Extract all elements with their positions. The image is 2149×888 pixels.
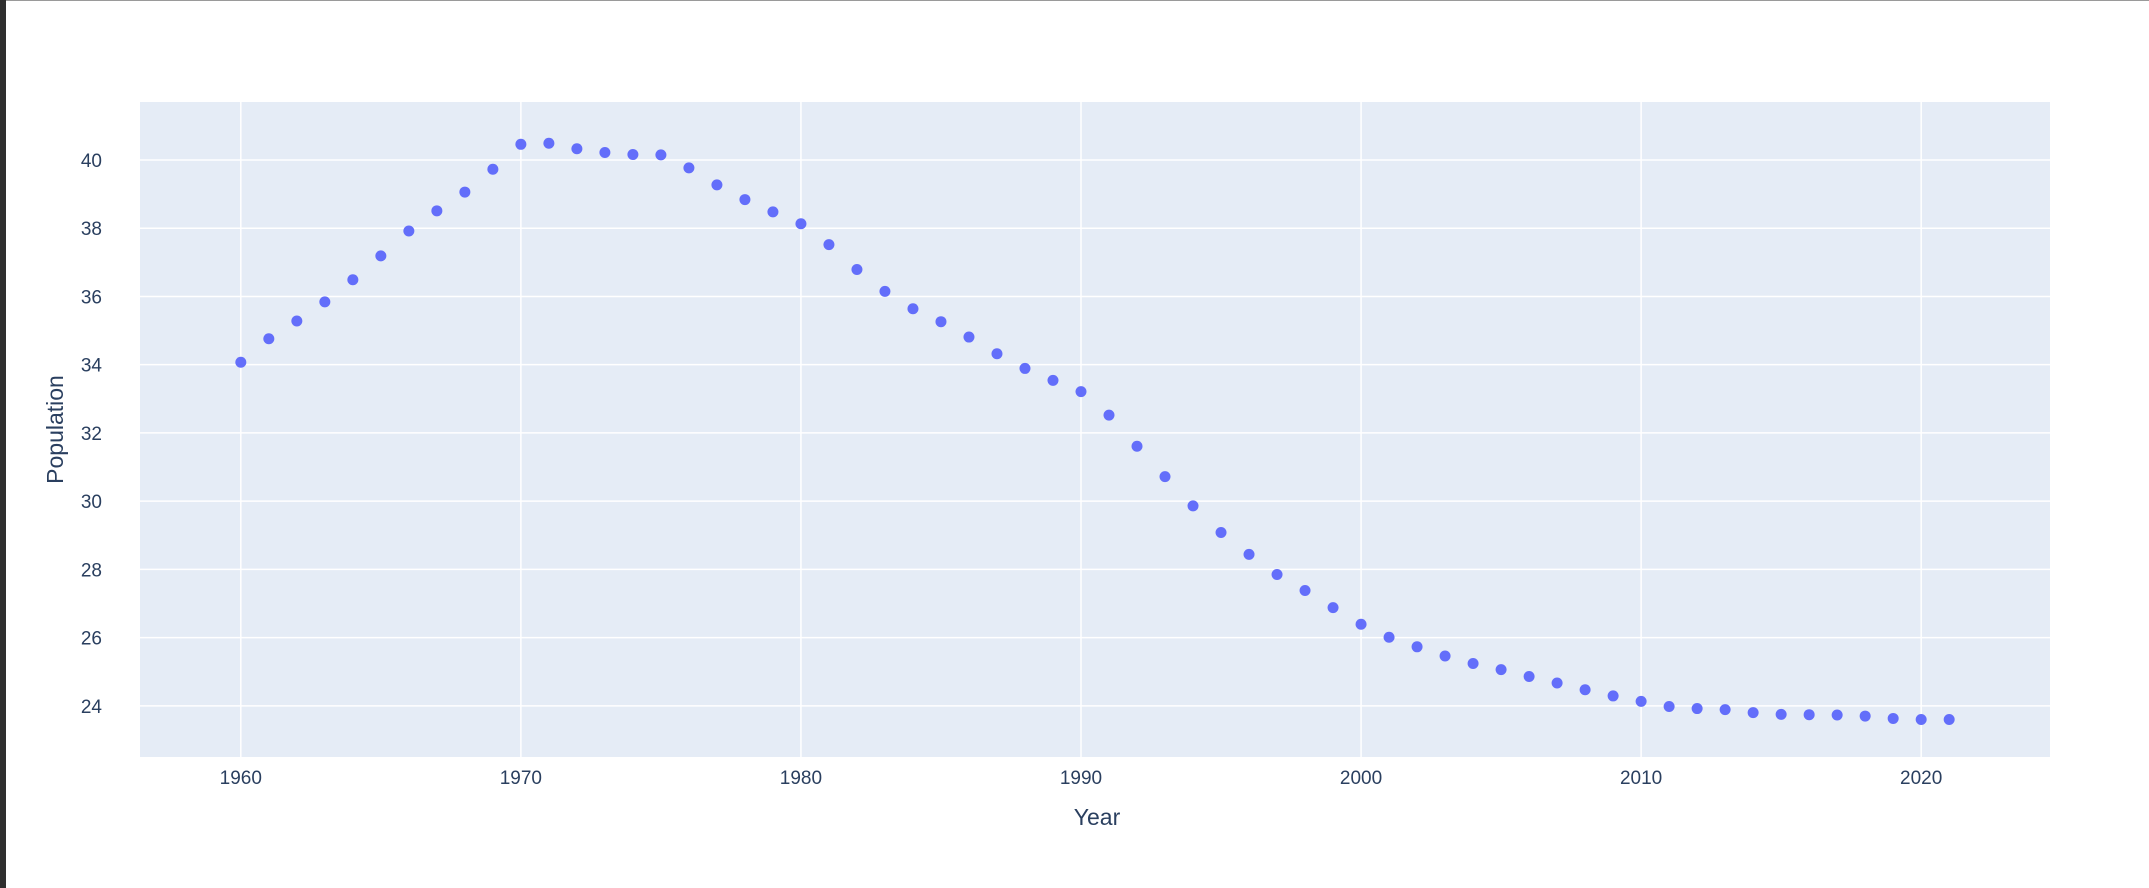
data-point[interactable] xyxy=(1523,670,1535,682)
plot-area xyxy=(140,102,2050,757)
data-point[interactable] xyxy=(1467,658,1479,670)
data-point[interactable] xyxy=(459,186,471,198)
data-point[interactable] xyxy=(1635,695,1647,707)
y-tick-label: 28 xyxy=(81,560,102,581)
data-point[interactable] xyxy=(1803,709,1815,721)
data-point[interactable] xyxy=(739,194,751,206)
y-axis-tick-labels: 24 26 28 30 32 34 36 38 40 xyxy=(81,151,103,718)
data-point[interactable] xyxy=(879,285,891,297)
data-point[interactable] xyxy=(1243,548,1255,560)
data-point[interactable] xyxy=(1915,713,1927,725)
data-point[interactable] xyxy=(1607,690,1619,702)
data-point[interactable] xyxy=(403,225,415,237)
x-tick-label: 1970 xyxy=(500,768,542,789)
y-tick-label: 40 xyxy=(81,151,102,172)
data-point[interactable] xyxy=(599,146,611,158)
y-tick-label: 26 xyxy=(81,629,102,650)
data-point[interactable] xyxy=(515,138,527,150)
data-point[interactable] xyxy=(1859,710,1871,722)
y-axis-title: Population xyxy=(42,375,68,484)
data-point[interactable] xyxy=(1719,704,1731,716)
data-point[interactable] xyxy=(1831,709,1843,721)
y-tick-label: 30 xyxy=(81,492,102,513)
data-point[interactable] xyxy=(1495,664,1507,676)
data-point[interactable] xyxy=(1131,440,1143,452)
data-point[interactable] xyxy=(1383,631,1395,643)
data-point[interactable] xyxy=(963,331,975,343)
data-point[interactable] xyxy=(655,149,667,161)
data-point[interactable] xyxy=(1747,707,1759,719)
data-point[interactable] xyxy=(1075,386,1087,398)
data-point[interactable] xyxy=(1691,703,1703,715)
data-point[interactable] xyxy=(823,239,835,251)
y-tick-label: 24 xyxy=(81,697,103,718)
data-point[interactable] xyxy=(375,250,387,262)
x-tick-label: 2000 xyxy=(1340,768,1382,789)
x-gridlines xyxy=(240,102,1922,757)
y-tick-label: 38 xyxy=(81,219,102,240)
window-top-border xyxy=(0,0,2149,1)
data-point[interactable] xyxy=(767,206,779,218)
data-point[interactable] xyxy=(1439,650,1451,662)
y-tick-label: 32 xyxy=(81,424,102,445)
data-point[interactable] xyxy=(1215,527,1227,539)
data-point[interactable] xyxy=(1551,677,1563,689)
x-axis-title: Year xyxy=(1074,804,1121,830)
window-left-border xyxy=(0,0,6,888)
data-point[interactable] xyxy=(1299,585,1311,597)
data-point[interactable] xyxy=(1019,362,1031,374)
data-point[interactable] xyxy=(1943,713,1955,725)
data-point[interactable] xyxy=(1271,568,1283,580)
data-point[interactable] xyxy=(319,296,331,308)
x-tick-label: 1990 xyxy=(1060,768,1102,789)
data-point[interactable] xyxy=(1887,712,1899,724)
x-tick-label: 2010 xyxy=(1620,768,1662,789)
data-point[interactable] xyxy=(263,333,275,345)
data-point[interactable] xyxy=(1579,684,1591,696)
data-point[interactable] xyxy=(487,163,499,175)
data-point[interactable] xyxy=(1775,708,1787,720)
data-point[interactable] xyxy=(1663,701,1675,713)
y-tick-label: 36 xyxy=(81,287,102,308)
data-point[interactable] xyxy=(347,274,359,286)
data-point[interactable] xyxy=(711,179,723,191)
data-point[interactable] xyxy=(851,264,863,276)
y-tick-label: 34 xyxy=(81,356,103,377)
x-tick-label: 1960 xyxy=(220,768,262,789)
data-point[interactable] xyxy=(1159,471,1171,483)
data-point[interactable] xyxy=(1327,602,1339,614)
data-point[interactable] xyxy=(935,316,947,328)
data-point[interactable] xyxy=(1103,409,1115,421)
data-point[interactable] xyxy=(627,149,639,161)
data-point[interactable] xyxy=(683,162,695,174)
x-axis-tick-labels: 1960 1970 1980 1990 2000 2010 2020 xyxy=(220,768,1943,789)
data-point[interactable] xyxy=(291,315,303,327)
data-point[interactable] xyxy=(1355,618,1367,630)
data-point[interactable] xyxy=(1411,641,1423,653)
y-gridlines xyxy=(140,159,2050,707)
data-point[interactable] xyxy=(1047,374,1059,386)
data-point[interactable] xyxy=(571,143,583,155)
data-point[interactable] xyxy=(795,218,807,230)
data-point[interactable] xyxy=(235,356,247,368)
data-point[interactable] xyxy=(431,205,443,217)
data-point[interactable] xyxy=(1187,500,1199,512)
x-tick-label: 2020 xyxy=(1900,768,1942,789)
x-tick-label: 1980 xyxy=(780,768,822,789)
data-point[interactable] xyxy=(543,137,555,149)
data-point[interactable] xyxy=(991,348,1003,360)
scatter-points xyxy=(235,137,1955,725)
data-point[interactable] xyxy=(907,303,919,315)
